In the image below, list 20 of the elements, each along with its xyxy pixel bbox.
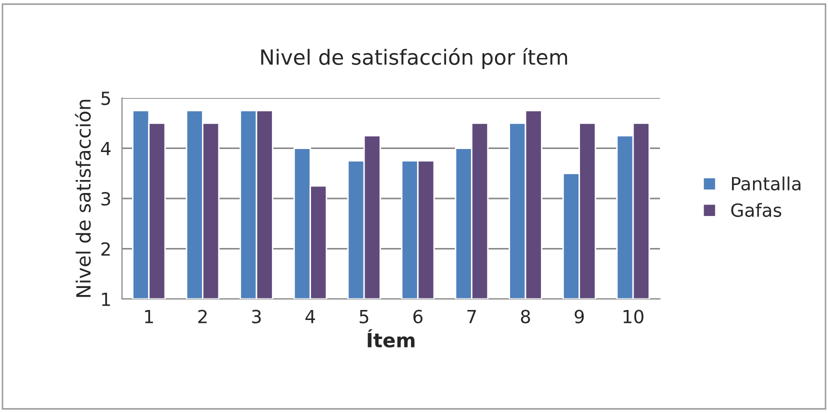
x-tick-label: 3: [252, 310, 261, 324]
legend-label: Pantalla: [732, 176, 800, 190]
x-tick-label: 1: [145, 310, 153, 324]
x-tick-label: 4: [305, 310, 316, 324]
x-tick-label: 5: [360, 310, 368, 324]
legend-label: Gafas: [731, 203, 782, 217]
y-tick-label: 3: [101, 192, 110, 206]
x-tick-label: 9: [574, 310, 584, 324]
y-tick-label: 1: [102, 292, 110, 306]
x-axis-title: Ítem: [368, 329, 414, 348]
y-axis-title: Nivel de satisfacción: [74, 100, 91, 297]
x-tick-label: 10: [624, 310, 644, 324]
y-tick-label: 2: [101, 242, 110, 256]
chart-title: Nivel de satisfacción por ítem: [261, 48, 568, 69]
x-tick-label: 7: [467, 310, 476, 324]
y-tick-label: 5: [101, 92, 110, 106]
x-tick-label: 2: [198, 310, 207, 324]
x-tick-label: 6: [413, 310, 423, 324]
y-tick-label: 4: [100, 142, 111, 156]
x-tick-label: 8: [520, 310, 530, 324]
